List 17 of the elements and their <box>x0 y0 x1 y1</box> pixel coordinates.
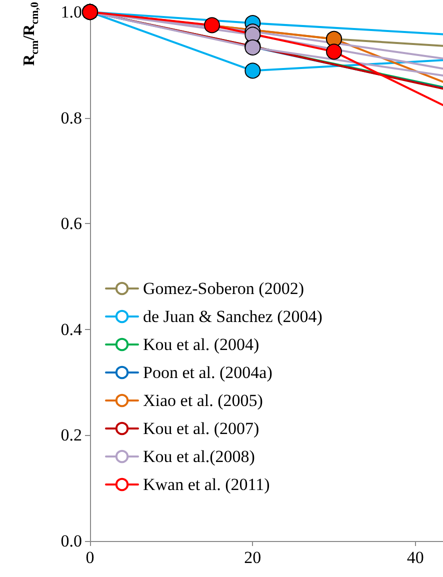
y-tick-label: 0.2 <box>60 426 82 445</box>
legend-label: Kou et al. (2004) <box>143 335 260 354</box>
x-tick-label: 40 <box>406 548 424 567</box>
y-tick-label: 0.0 <box>60 532 82 550</box>
legend-label: Poon et al. (2004a) <box>143 363 272 382</box>
x-tick-label: 0 <box>86 548 94 567</box>
legend-label: Kwan et al. (2011) <box>143 475 270 494</box>
legend-label: Xiao et al. (2005) <box>143 391 263 410</box>
legend-label: Gomez-Soberon (2002) <box>143 279 304 298</box>
legend-label: Kou et al.(2008) <box>143 447 255 466</box>
y-tick-label: 0.4 <box>60 320 82 339</box>
y-tick-label: 0.6 <box>60 214 82 234</box>
legend-label: de Juan & Sanchez (2004) <box>143 307 322 326</box>
legend-label: Kou et al. (2007) <box>143 419 260 438</box>
y-tick-label: 0.8 <box>60 108 82 128</box>
y-tick-label: 1.0 <box>60 2 82 22</box>
x-tick-label: 20 <box>244 548 262 567</box>
